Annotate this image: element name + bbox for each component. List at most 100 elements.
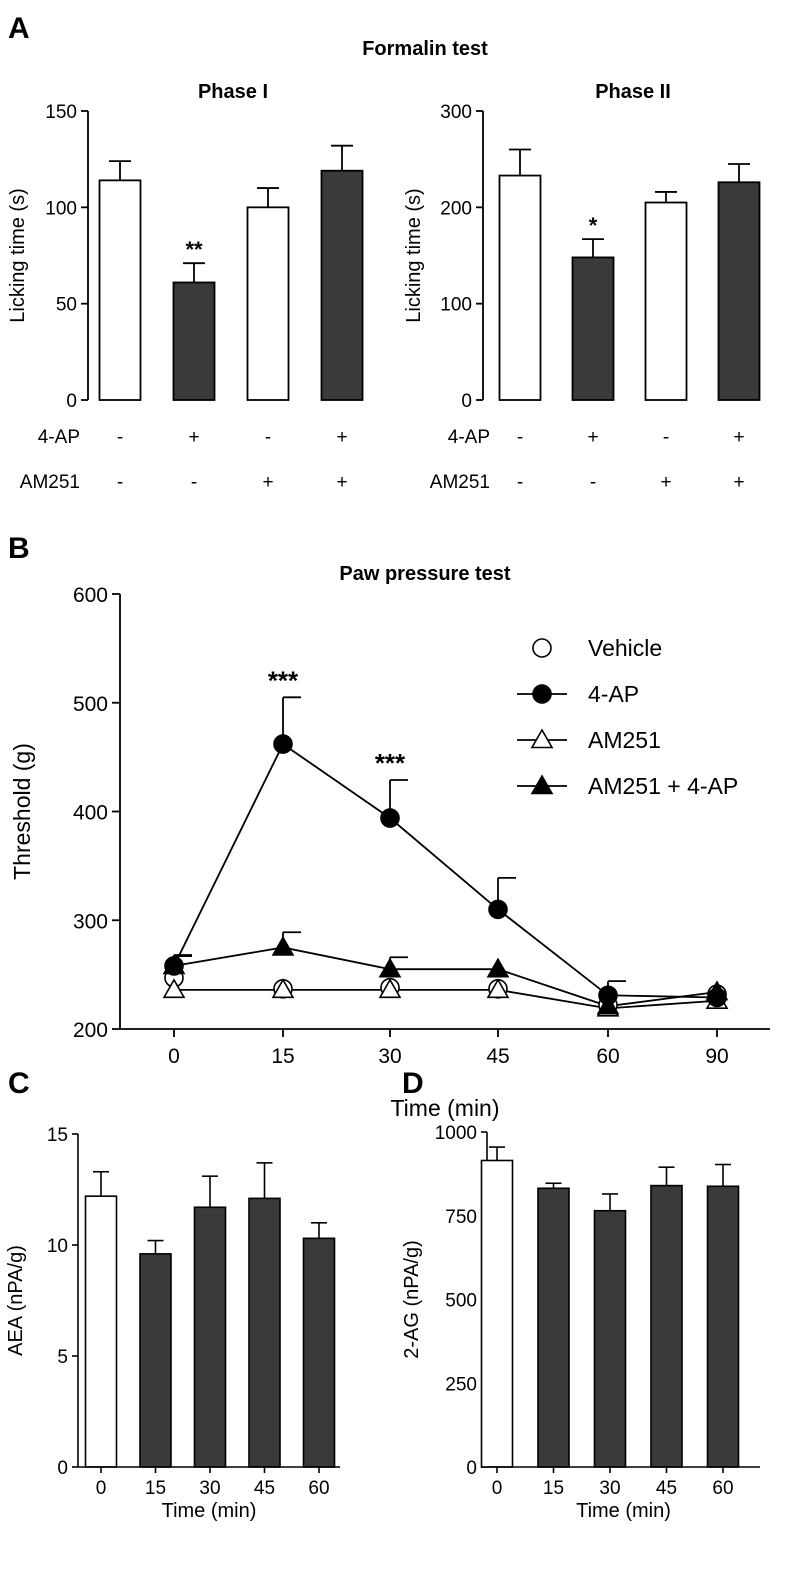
treatment-mark: + [733,427,744,448]
x-tick-label: 0 [492,1478,503,1499]
bar [537,1187,570,1468]
chart-title: Paw pressure test [339,563,511,585]
x-axis-label: Time (min) [162,1500,257,1522]
chart-c-aea: 0 5 10 15 AEA (nPA/g) 0 15 30 45 60 Time (min) [5,1125,340,1522]
bar [248,1197,281,1468]
treatment-mark: - [517,427,523,448]
data-point [273,734,293,754]
treatment-mark: - [117,472,123,493]
bar [498,174,542,401]
treatment-mark: - [265,427,271,448]
treatment-mark: - [663,427,669,448]
data-point [532,638,552,658]
panel-letter-c: C [8,1067,30,1100]
bar [246,206,290,401]
chart-a-phase-1: 0 50 100 150 Licking time (s) Phase I ** 4-AP - +… [7,81,364,493]
treatment-mark: - [117,427,123,448]
data-point [380,808,400,828]
data-point [162,978,186,999]
y-tick-label: 300 [73,910,108,933]
bar [717,181,761,401]
treatment-mark: - [191,472,197,493]
data-point [532,684,552,704]
y-tick-label: 0 [66,391,77,412]
x-tick-label: 60 [712,1478,733,1499]
chart-a-phase-2: 0 100 200 300 Licking time (s) Phase II * 4-AP -… [403,81,761,493]
x-tick-label: 45 [254,1478,275,1499]
panel-letter-b: B [8,532,30,565]
series-line [173,946,718,1008]
bar [593,1209,627,1468]
y-tick-label: 250 [445,1374,477,1395]
significance-marker: *** [268,665,299,695]
y-tick-label: 500 [445,1291,477,1312]
y-tick-label: 0 [57,1458,68,1479]
data-point [488,899,508,920]
x-tick-label: 30 [199,1478,220,1499]
treatment-row-label: 4-AP [448,427,490,448]
series-line [173,742,718,999]
x-tick-label: 45 [486,1045,509,1068]
y-axis-label: Licking time (s) [403,188,425,322]
panel-letter-d: D [402,1067,424,1100]
data-point [486,978,510,999]
x-tick-label: 60 [308,1478,329,1499]
data-point [378,978,402,999]
data-point [271,978,295,999]
y-tick-label: 5 [57,1347,68,1368]
data-point [530,728,554,749]
x-tick-label: 15 [271,1045,294,1068]
x-tick-label: 60 [596,1045,619,1068]
y-tick-label: 0 [466,1458,477,1479]
legend-label: Vehicle [588,635,662,661]
y-tick-label: 400 [73,802,108,825]
bar [172,281,216,401]
x-tick-label: 30 [599,1478,620,1499]
data-point [378,957,402,978]
y-tick-label: 200 [440,198,472,219]
x-tick-label: 45 [656,1478,677,1499]
y-tick-label: 150 [45,102,77,123]
x-tick-label: 90 [705,1045,728,1068]
bar [644,201,688,401]
y-tick-label: 15 [47,1125,68,1146]
x-axis-label: Time (min) [576,1500,671,1522]
y-tick-label: 750 [445,1207,477,1228]
treatment-mark: - [590,472,596,493]
legend-label: AM251 [588,727,661,753]
y-tick-label: 500 [73,693,108,716]
chart-title: Phase II [595,81,671,103]
data-point [486,957,510,978]
data-point [530,774,554,795]
significance-marker: ** [185,237,203,262]
bar [571,256,615,401]
y-axis-label: Licking time (s) [7,188,29,322]
significance-marker: * [589,213,598,238]
data-point [164,956,184,976]
treatment-row-label: 4-AP [38,427,80,448]
treatment-row-label: AM251 [430,472,490,493]
treatment-mark: + [336,472,347,493]
chart-d-2ag: 0 250 500 750 1000 2-AG (nPA/g) 0 15 30 45 60 Time … [401,1123,760,1522]
chart-title: Phase I [198,81,268,103]
panel-letter-a: A [8,12,30,45]
bar [139,1253,172,1468]
data-point [598,985,618,1006]
y-tick-label: 600 [73,584,108,607]
y-tick-label: 50 [56,295,77,316]
significance-marker: *** [375,748,406,778]
data-point [707,987,727,1008]
x-axis-label: Time (min) [390,1095,499,1121]
y-tick-label: 1000 [435,1123,477,1144]
series-line [174,988,718,1010]
y-axis-label: AEA (nPA/g) [5,1245,27,1356]
treatment-mark: + [188,427,199,448]
y-tick-label: 200 [73,1019,108,1042]
bar [650,1184,683,1468]
bar [320,169,364,401]
treatment-mark: + [262,472,273,493]
bar [84,1195,118,1468]
formalin-title: Formalin test [362,38,488,60]
x-tick-label: 0 [168,1045,180,1068]
